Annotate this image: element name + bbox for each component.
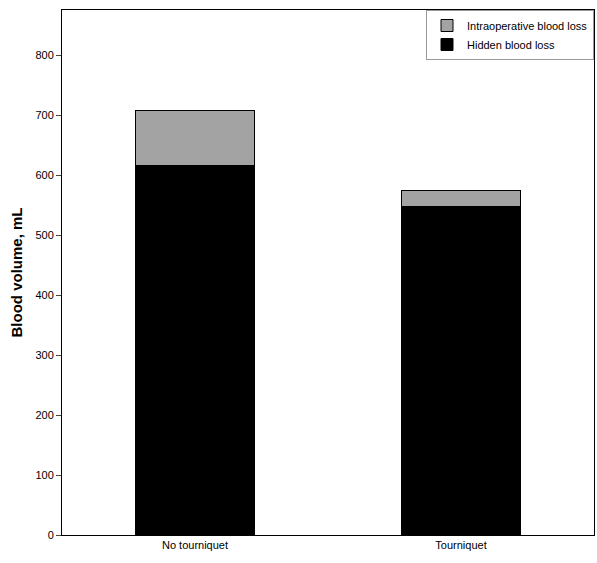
svg-text:800: 800 — [35, 49, 53, 61]
svg-text:400: 400 — [35, 289, 53, 301]
svg-text:Blood volume, mL: Blood volume, mL — [8, 207, 25, 337]
svg-text:300: 300 — [35, 349, 53, 361]
svg-text:0: 0 — [48, 529, 54, 541]
svg-text:Hidden blood loss: Hidden blood loss — [467, 39, 555, 51]
svg-text:Tourniquet: Tourniquet — [435, 539, 486, 551]
svg-text:500: 500 — [35, 229, 53, 241]
svg-text:Intraoperative blood loss: Intraoperative blood loss — [467, 20, 587, 32]
svg-text:700: 700 — [35, 109, 53, 121]
svg-text:100: 100 — [35, 469, 53, 481]
svg-text:600: 600 — [35, 169, 53, 181]
svg-text:200: 200 — [35, 409, 53, 421]
svg-text:No tourniquet: No tourniquet — [162, 539, 228, 551]
